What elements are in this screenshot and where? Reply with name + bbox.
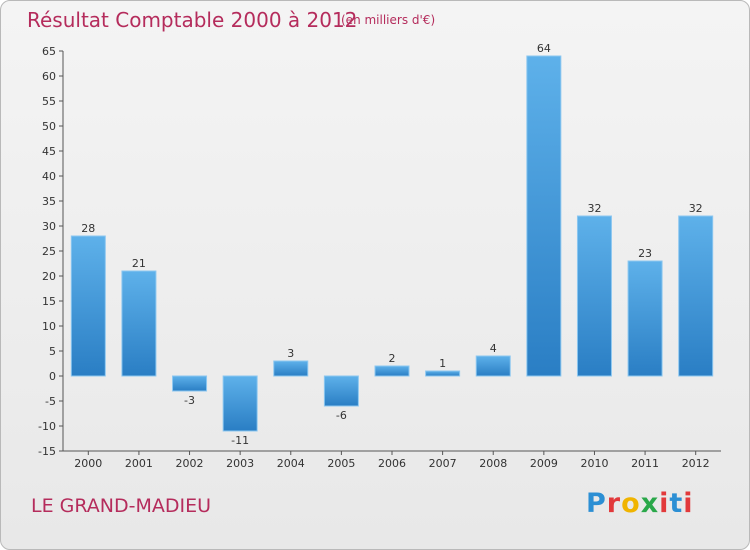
x-tick-label: 2011 — [631, 457, 659, 470]
bar — [273, 360, 309, 377]
bar — [526, 55, 562, 377]
data-label: 1 — [439, 357, 446, 370]
logo-letter: P — [586, 488, 607, 519]
y-tick-label: 20 — [42, 270, 56, 283]
x-tick-label: 2005 — [327, 457, 355, 470]
x-tick-label: 2000 — [74, 457, 102, 470]
commune-name: LE GRAND-MADIEU — [31, 495, 212, 517]
y-tick-label: 0 — [49, 370, 56, 383]
y-tick-label: 40 — [42, 170, 56, 183]
bar — [374, 365, 410, 377]
logo-letter: x — [640, 488, 660, 519]
logo-letter: o — [621, 488, 641, 519]
data-label: -3 — [184, 394, 195, 407]
bar — [425, 370, 461, 377]
data-label: 32 — [587, 202, 601, 215]
x-tick-label: 2001 — [125, 457, 153, 470]
data-label: 23 — [638, 247, 652, 260]
y-tick-label: -10 — [38, 420, 56, 433]
data-label: -6 — [336, 409, 347, 422]
y-tick-label: 30 — [42, 220, 56, 233]
bar — [70, 235, 106, 377]
y-tick-label: 25 — [42, 245, 56, 258]
y-tick-label: 5 — [49, 345, 56, 358]
x-tick-label: 2004 — [277, 457, 305, 470]
bar — [121, 270, 157, 377]
y-tick-label: 65 — [42, 45, 56, 58]
bar — [172, 375, 208, 392]
logo-letter: i — [659, 488, 670, 519]
data-label: 4 — [490, 342, 497, 355]
y-tick-label: 50 — [42, 120, 56, 133]
logo-letter: i — [683, 488, 694, 519]
bar — [475, 355, 511, 377]
x-tick-label: 2009 — [530, 457, 558, 470]
data-label: 2 — [389, 352, 396, 365]
x-tick-label: 2002 — [176, 457, 204, 470]
logo-letter: t — [669, 488, 684, 519]
data-label: 64 — [537, 42, 551, 55]
y-tick-label: -15 — [38, 445, 56, 458]
data-label: 3 — [287, 347, 294, 360]
data-label: 21 — [132, 257, 146, 270]
data-label: -11 — [231, 434, 249, 447]
y-tick-label: 15 — [42, 295, 56, 308]
x-tick-label: 2003 — [226, 457, 254, 470]
bar — [627, 260, 663, 377]
x-tick-label: 2012 — [682, 457, 710, 470]
x-tick-label: 2007 — [429, 457, 457, 470]
bar — [678, 215, 714, 377]
data-label: 32 — [689, 202, 703, 215]
unit-note: (en milliers d'€) — [341, 13, 436, 27]
bar — [323, 375, 359, 407]
y-tick-label: 35 — [42, 195, 56, 208]
bar — [222, 375, 258, 432]
y-tick-label: -5 — [45, 395, 56, 408]
y-tick-label: 10 — [42, 320, 56, 333]
x-tick-label: 2008 — [479, 457, 507, 470]
logo-letter: r — [606, 488, 622, 519]
chart-title: Résultat Comptable 2000 à 2012 — [27, 8, 358, 32]
x-tick-label: 2010 — [580, 457, 608, 470]
proxiti-logo[interactable]: Proxiti — [586, 488, 694, 519]
x-tick-label: 2006 — [378, 457, 406, 470]
data-label: 28 — [81, 222, 95, 235]
y-tick-label: 60 — [42, 70, 56, 83]
bar — [576, 215, 612, 377]
y-tick-label: 45 — [42, 145, 56, 158]
y-tick-label: 55 — [42, 95, 56, 108]
